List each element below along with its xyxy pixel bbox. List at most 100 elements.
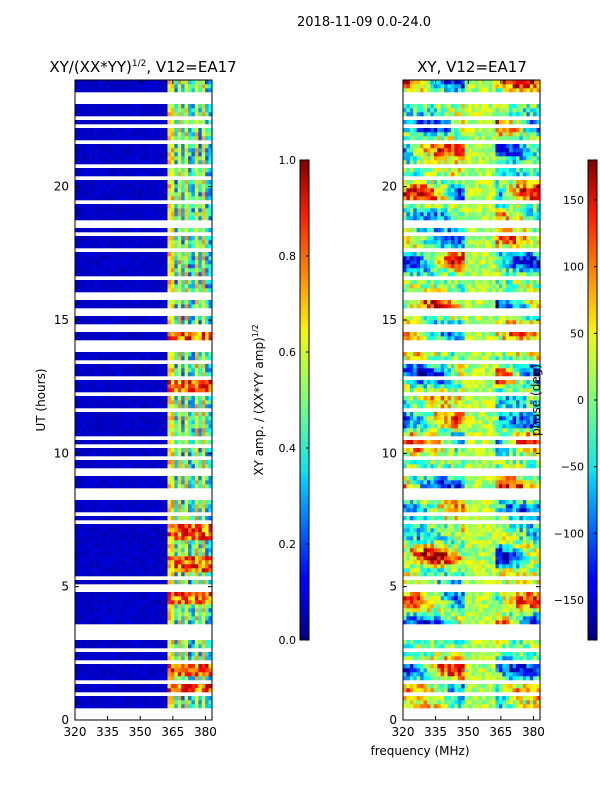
left-heatmap-cell	[170, 316, 175, 321]
left-heatmap-cell	[160, 144, 165, 149]
left-heatmap-cell	[150, 644, 155, 649]
left-heatmap-cell	[194, 184, 199, 189]
left-heatmap-cell	[126, 268, 131, 273]
left-heatmap-cell	[184, 540, 189, 545]
left-heatmap-cell	[129, 676, 134, 681]
left-heatmap-cell	[98, 356, 103, 361]
left-heatmap-cell	[184, 516, 189, 521]
right-heatmap-cell	[509, 700, 513, 705]
left-heatmap-cell	[75, 612, 79, 617]
left-heatmap-cell	[88, 664, 93, 669]
right-heatmap-cell	[502, 684, 507, 689]
left-heatmap-cell	[208, 460, 213, 465]
left-heatmap-cell	[95, 528, 100, 533]
left-heatmap-cell	[129, 252, 134, 257]
left-heatmap-cell	[92, 700, 96, 705]
left-heatmap-cell	[170, 132, 175, 137]
left-heatmap-cell	[164, 316, 168, 321]
left-heatmap-cell	[129, 544, 134, 549]
left-heatmap-cell	[170, 136, 175, 141]
left-heatmap-cell	[88, 672, 93, 677]
left-heatmap-cell	[177, 316, 182, 321]
left-heatmap-cell	[157, 684, 161, 689]
left-heatmap-cell	[160, 272, 165, 277]
left-heatmap-cell	[201, 156, 206, 161]
left-heatmap-cell	[177, 236, 182, 241]
left-heatmap-cell	[143, 700, 148, 705]
left-heatmap-cell	[116, 440, 120, 445]
left-heatmap-cell	[205, 440, 209, 445]
left-heatmap-cell	[78, 524, 83, 529]
left-heatmap-cell	[170, 404, 175, 409]
left-heatmap-cell	[191, 216, 196, 221]
left-heatmap-cell	[140, 244, 144, 249]
left-heatmap-cell	[85, 644, 89, 649]
left-heatmap-cell	[81, 204, 86, 209]
left-heatmap-cell	[112, 652, 117, 657]
left-heatmap-cell	[102, 148, 107, 153]
left-heatmap-cell	[198, 368, 203, 373]
right-heatmap-cell	[403, 652, 407, 657]
left-heatmap-cell	[95, 216, 100, 221]
left-heatmap-cell	[208, 192, 213, 197]
left-heatmap-cell	[98, 652, 103, 657]
left-heatmap-cell	[181, 560, 185, 565]
left-heatmap-cell	[181, 672, 185, 677]
left-heatmap-cell	[205, 540, 209, 545]
left-heatmap-cell	[98, 596, 103, 601]
left-heatmap-cell	[112, 532, 117, 537]
left-heatmap-cell	[208, 572, 213, 577]
right-heatmap-cell	[485, 656, 489, 661]
left-heatmap-cell	[88, 700, 93, 705]
left-heatmap-cell	[85, 476, 89, 481]
left-heatmap-cell	[201, 412, 206, 417]
left-heatmap-cell	[109, 196, 113, 201]
left-heatmap-cell	[201, 356, 206, 361]
left-heatmap-cell	[78, 580, 83, 585]
left-heatmap-cell	[116, 420, 120, 425]
left-heatmap-cell	[136, 540, 141, 545]
left-heatmap-cell	[92, 484, 96, 489]
left-heatmap-cell	[136, 184, 141, 189]
right-heatmap-cell	[406, 644, 411, 649]
left-heatmap-cell	[205, 364, 209, 369]
left-heatmap-cell	[109, 404, 113, 409]
left-heatmap-cell	[119, 596, 124, 601]
left-heatmap-cell	[116, 424, 120, 429]
left-heatmap-cell	[153, 300, 158, 305]
left-heatmap-cell	[205, 404, 209, 409]
left-heatmap-cell	[146, 400, 151, 405]
left-heatmap-cell	[133, 480, 137, 485]
left-heatmap-cell	[102, 284, 107, 289]
left-heatmap-cell	[102, 152, 107, 157]
left-heatmap-cell	[126, 440, 131, 445]
left-heatmap-cell	[181, 216, 185, 221]
left-heatmap-cell	[140, 644, 144, 649]
left-heatmap-cell	[109, 332, 113, 337]
right-heatmap-cell	[526, 668, 531, 673]
left-heatmap-cell	[126, 120, 131, 125]
left-heatmap-cell	[122, 284, 127, 289]
left-heatmap-cell	[126, 612, 131, 617]
left-heatmap-cell	[194, 388, 199, 393]
left-heatmap-cell	[129, 580, 134, 585]
left-heatmap-cell	[194, 420, 199, 425]
left-heatmap-cell	[102, 640, 107, 645]
left-heatmap-cell	[143, 668, 148, 673]
left-heatmap-cell	[181, 500, 185, 505]
left-heatmap-cell	[136, 240, 141, 245]
left-heatmap-cell	[136, 580, 141, 585]
left-heatmap-cell	[119, 356, 124, 361]
left-heatmap-cell	[157, 256, 161, 261]
left-heatmap-cell	[116, 620, 120, 625]
left-heatmap-cell	[75, 532, 79, 537]
left-heatmap-cell	[98, 236, 103, 241]
left-heatmap-cell	[153, 204, 158, 209]
left-heatmap-cell	[150, 160, 155, 165]
left-heatmap-cell	[157, 544, 161, 549]
left-heatmap-cell	[88, 108, 93, 113]
right-heatmap-cell	[498, 664, 503, 669]
left-heatmap-cell	[201, 652, 206, 657]
left-heatmap-cell	[181, 564, 185, 569]
left-heatmap-cell	[167, 284, 172, 289]
